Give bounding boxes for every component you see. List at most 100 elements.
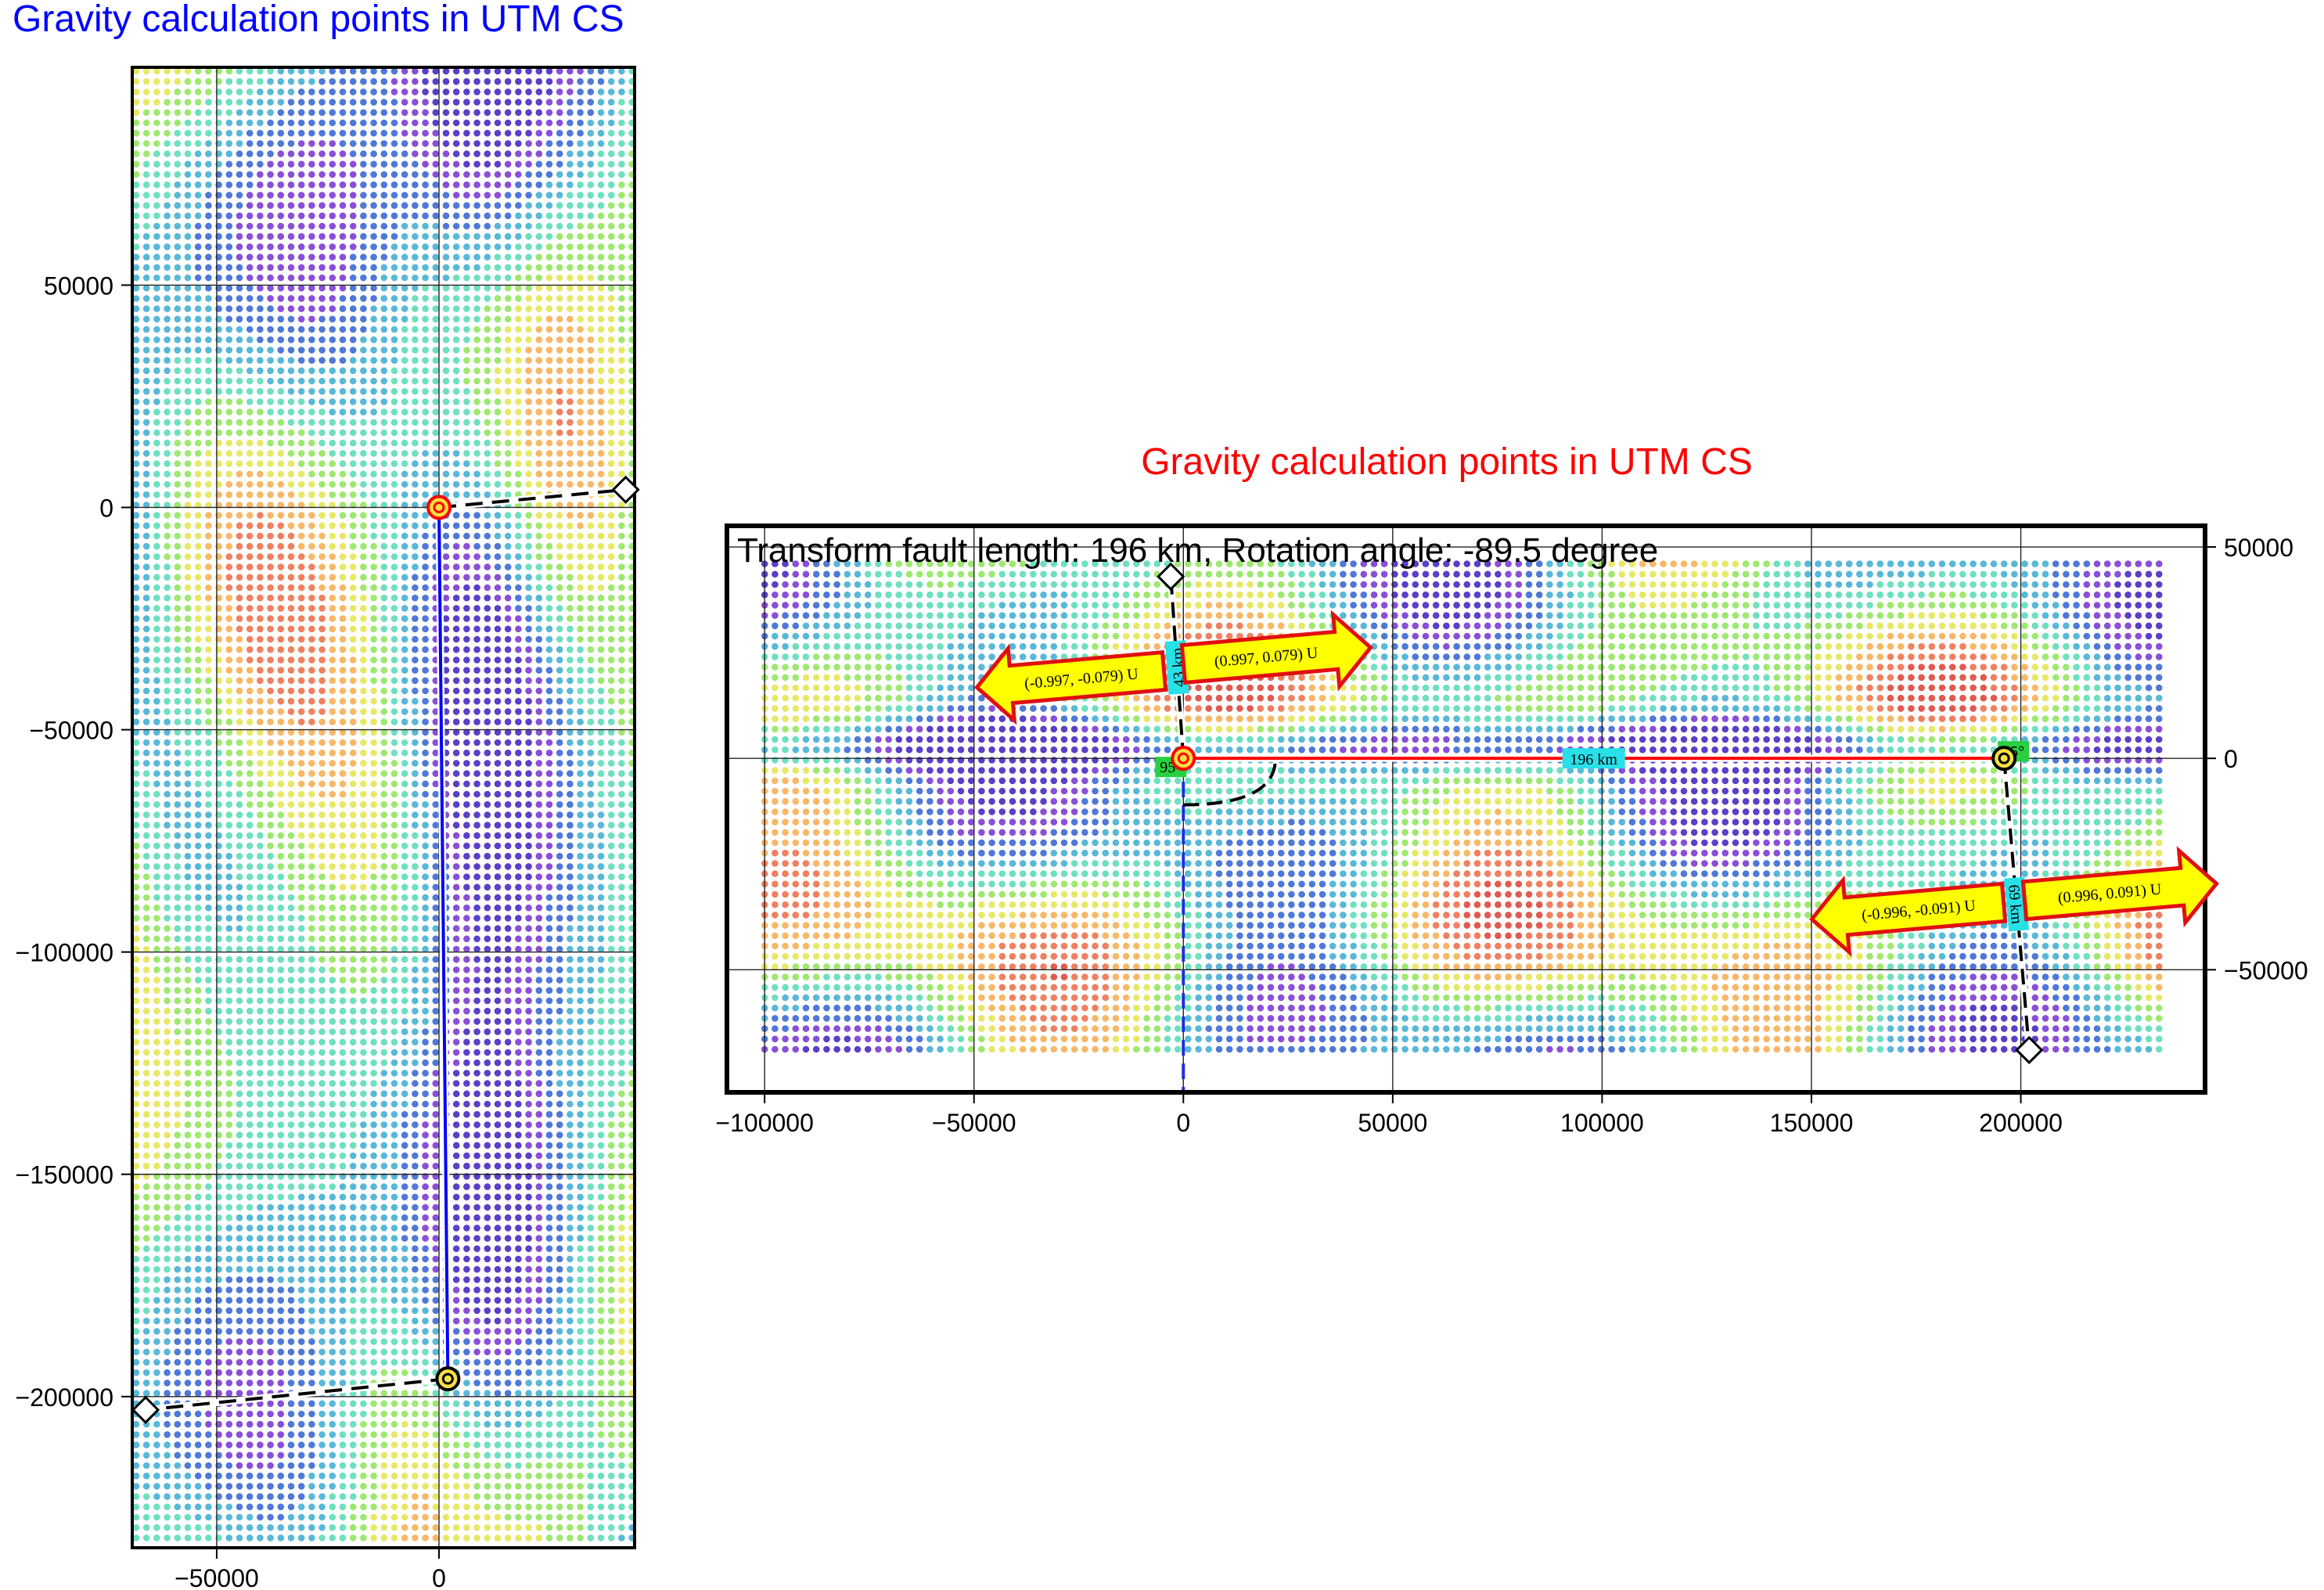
left-data-dot bbox=[432, 377, 440, 385]
left-data-dot bbox=[370, 1193, 377, 1201]
left-data-dot bbox=[422, 326, 429, 333]
left-data-dot bbox=[287, 811, 295, 818]
left-data-dot bbox=[287, 832, 295, 840]
left-data-dot bbox=[153, 657, 160, 664]
left-data-dot bbox=[246, 646, 254, 653]
left-data-dot bbox=[380, 1193, 388, 1201]
left-data-dot bbox=[164, 1534, 171, 1541]
left-data-dot bbox=[184, 955, 192, 963]
left-data-dot bbox=[390, 109, 398, 117]
left-data-dot bbox=[308, 842, 315, 850]
left-data-dot bbox=[401, 532, 408, 540]
left-data-dot bbox=[432, 1245, 440, 1253]
left-data-dot bbox=[277, 1214, 285, 1221]
left-data-dot bbox=[360, 315, 367, 323]
left-data-dot bbox=[380, 181, 388, 189]
left-data-dot bbox=[390, 1110, 398, 1118]
left-data-dot bbox=[401, 842, 408, 850]
left-data-dot bbox=[297, 1110, 305, 1118]
left-data-dot bbox=[297, 1369, 305, 1376]
left-data-dot bbox=[318, 697, 326, 705]
left-data-dot bbox=[422, 1100, 429, 1108]
left-data-dot bbox=[184, 800, 192, 808]
left-data-dot bbox=[432, 1038, 440, 1046]
left-data-dot bbox=[174, 1110, 182, 1118]
left-data-dot bbox=[164, 284, 171, 292]
left-data-dot bbox=[349, 1503, 357, 1511]
left-data-dot bbox=[329, 594, 336, 602]
left-data-dot bbox=[308, 243, 315, 250]
left-data-dot bbox=[184, 780, 192, 788]
left-data-dot bbox=[194, 894, 202, 901]
left-data-dot bbox=[380, 863, 388, 870]
left-data-dot bbox=[194, 470, 202, 478]
left-data-dot bbox=[442, 129, 450, 137]
left-data-dot bbox=[370, 739, 377, 746]
left-data-dot bbox=[339, 99, 347, 106]
left-data-dot bbox=[236, 708, 243, 715]
left-data-dot bbox=[463, 450, 470, 457]
left-data-dot bbox=[432, 1338, 440, 1345]
left-data-dot bbox=[380, 408, 388, 415]
left-data-dot bbox=[164, 1049, 171, 1056]
left-data-dot bbox=[257, 532, 264, 540]
left-data-dot bbox=[484, 1420, 491, 1428]
left-data-dot bbox=[184, 460, 192, 467]
left-data-dot bbox=[205, 222, 212, 230]
left-data-dot bbox=[132, 594, 140, 602]
left-data-dot bbox=[484, 1121, 491, 1128]
left-data-dot bbox=[390, 1049, 398, 1056]
left-data-dot bbox=[370, 1255, 377, 1263]
left-data-dot bbox=[153, 1513, 160, 1521]
left-data-dot bbox=[153, 635, 160, 643]
left-data-dot bbox=[349, 377, 357, 385]
left-data-dot bbox=[380, 1028, 388, 1035]
left-data-dot bbox=[380, 1523, 388, 1531]
left-data-dot bbox=[194, 1038, 202, 1046]
left-data-dot bbox=[225, 1235, 233, 1242]
left-data-dot bbox=[184, 408, 192, 415]
left-data-dot bbox=[184, 274, 192, 282]
left-data-dot bbox=[370, 1493, 377, 1500]
left-data-dot bbox=[370, 1110, 377, 1118]
left-data-dot bbox=[257, 1286, 264, 1293]
left-data-dot bbox=[473, 1286, 480, 1293]
left-data-dot bbox=[225, 232, 233, 240]
left-data-dot bbox=[473, 1462, 480, 1469]
left-data-dot bbox=[390, 1328, 398, 1335]
left-data-dot bbox=[267, 1183, 274, 1190]
left-data-dot bbox=[277, 129, 285, 137]
left-data-dot bbox=[380, 760, 388, 767]
left-data-dot bbox=[246, 790, 254, 798]
left-data-dot bbox=[390, 1255, 398, 1263]
left-data-dot bbox=[473, 987, 480, 995]
left-data-dot bbox=[401, 1317, 408, 1325]
left-data-dot bbox=[308, 377, 315, 385]
left-data-dot bbox=[329, 1142, 336, 1149]
left-data-dot bbox=[225, 749, 233, 757]
left-data-dot bbox=[401, 1297, 408, 1304]
left-data-dot bbox=[401, 1369, 408, 1376]
left-data-dot bbox=[390, 790, 398, 798]
left-data-dot bbox=[174, 99, 182, 106]
left-data-dot bbox=[452, 347, 460, 354]
left-data-dot bbox=[422, 1328, 429, 1335]
left-data-dot bbox=[360, 1255, 367, 1263]
left-data-dot bbox=[225, 718, 233, 725]
left-data-dot bbox=[277, 99, 285, 106]
left-data-dot bbox=[484, 1328, 491, 1335]
left-data-dot bbox=[142, 1059, 150, 1067]
left-data-dot bbox=[257, 760, 264, 767]
left-data-dot bbox=[184, 1265, 192, 1273]
left-data-dot bbox=[184, 977, 192, 984]
left-data-dot bbox=[380, 553, 388, 560]
left-data-dot bbox=[236, 512, 243, 519]
left-data-dot bbox=[297, 1121, 305, 1128]
left-data-dot bbox=[318, 419, 326, 426]
left-data-dot bbox=[370, 822, 377, 829]
left-data-dot bbox=[463, 790, 470, 798]
left-data-dot bbox=[246, 160, 254, 168]
left-data-dot bbox=[225, 1038, 233, 1046]
left-data-dot bbox=[205, 532, 212, 540]
left-data-dot bbox=[308, 1400, 315, 1408]
